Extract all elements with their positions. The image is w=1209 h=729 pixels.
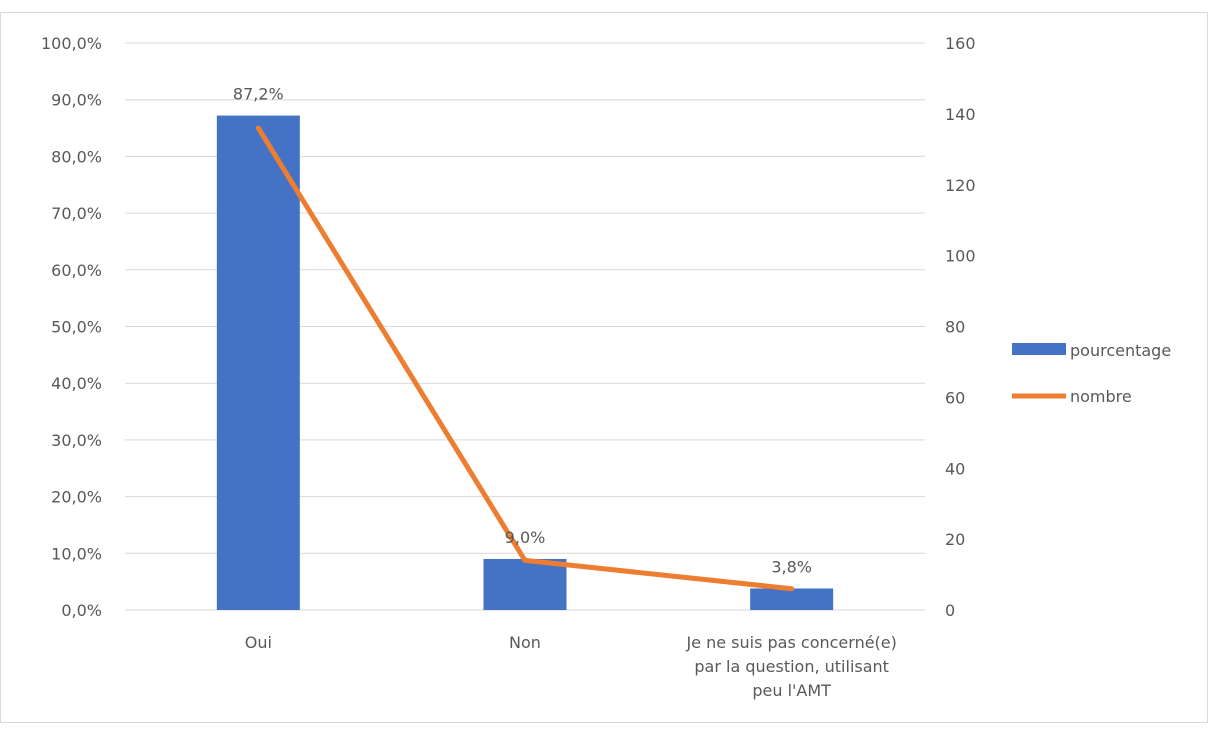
bar-data-label: 87,2% <box>233 85 284 104</box>
x-category-label: Oui <box>245 633 272 652</box>
y-right-tick-label: 120 <box>945 176 976 195</box>
y-left-tick-label: 50,0% <box>51 318 102 337</box>
x-category-label-line: peu l'AMT <box>752 681 831 700</box>
y-left-tick-label: 10,0% <box>51 544 102 563</box>
chart-frame <box>1 13 1208 723</box>
bar <box>484 559 567 610</box>
y-left-tick-label: 60,0% <box>51 261 102 280</box>
y-right-tick-label: 100 <box>945 247 976 266</box>
x-category-label-line: Je ne suis pas concerné(e) <box>685 633 896 652</box>
y-left-tick-label: 80,0% <box>51 147 102 166</box>
x-category-label-line: Non <box>509 633 541 652</box>
legend-label-pourcentage: pourcentage <box>1070 341 1171 360</box>
bar <box>217 116 300 610</box>
bar <box>750 588 833 610</box>
y-right-tick-label: 40 <box>945 459 965 478</box>
y-right-tick-label: 20 <box>945 530 965 549</box>
y-left-tick-label: 40,0% <box>51 374 102 393</box>
legend-label-nombre: nombre <box>1070 387 1132 406</box>
legend-swatch-pourcentage <box>1012 343 1066 355</box>
x-category-label: Non <box>509 633 541 652</box>
y-right-tick-label: 80 <box>945 318 965 337</box>
x-category-label-line: Oui <box>245 633 272 652</box>
y-left-tick-label: 90,0% <box>51 91 102 110</box>
y-left-tick-label: 30,0% <box>51 431 102 450</box>
y-left-tick-label: 100,0% <box>41 34 102 53</box>
y-left-tick-label: 20,0% <box>51 488 102 507</box>
y-left-tick-label: 0,0% <box>61 601 102 620</box>
y-left-tick-label: 70,0% <box>51 204 102 223</box>
bar-data-label: 9,0% <box>505 528 546 547</box>
y-right-tick-label: 0 <box>945 601 955 620</box>
y-right-tick-label: 160 <box>945 34 976 53</box>
y-right-tick-label: 140 <box>945 105 976 124</box>
x-category-label-line: par la question, utilisant <box>694 657 889 676</box>
bar-data-label: 3,8% <box>771 557 812 576</box>
y-right-tick-label: 60 <box>945 388 965 407</box>
